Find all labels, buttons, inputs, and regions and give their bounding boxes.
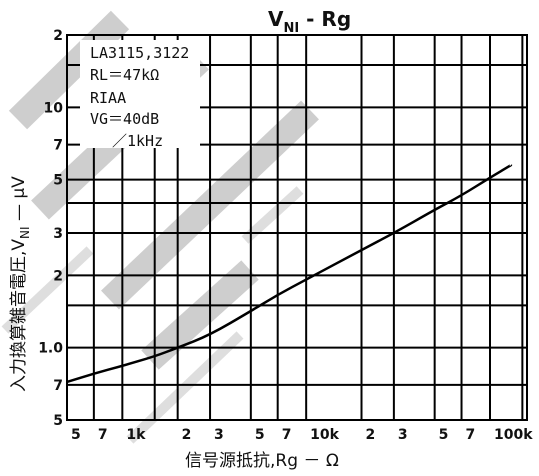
chart-title: VNI - Rg [268, 7, 351, 36]
y-tick-label: 3 [53, 226, 63, 242]
x-tick-label: 2 [366, 427, 376, 443]
x-tick-label: 7 [98, 427, 108, 443]
y-tick-label: 7 [53, 138, 63, 154]
x-tick-label: 1k [126, 427, 146, 443]
plot-frame [66, 34, 528, 421]
condition-line-5: ／1kHz [112, 132, 163, 150]
condition-line-4: VG＝40dB [90, 110, 159, 128]
curve-layer [66, 163, 513, 384]
y-tick-label: 2 [53, 268, 63, 284]
grid [66, 34, 528, 421]
x-tick-label: 5 [71, 427, 81, 443]
condition-line-1: LA3115,3122 [90, 44, 189, 62]
y-axis-label-sub: NI [18, 226, 32, 239]
series-line [66, 163, 513, 384]
conditions-box [80, 40, 200, 148]
x-tick-label: 3 [398, 427, 408, 443]
x-tick-label: 5 [255, 427, 265, 443]
chart-title-rest: - Rg [299, 7, 351, 31]
title-bg [250, 4, 390, 32]
x-tick-label: 2 [182, 427, 192, 443]
x-tick-label: 7 [466, 427, 476, 443]
y-axis-label: 入力換算雑音電圧,VNI — μV [9, 176, 32, 392]
x-tick-label: 5 [439, 427, 449, 443]
y-tick-label: 7 [53, 378, 63, 394]
y-axis-label-unit: — μV [9, 176, 29, 227]
y-tick-label: 5 [53, 413, 63, 429]
x-axis-label: 信号源抵抗,Rg － Ω [185, 451, 339, 471]
y-tick-label: 1.0 [38, 341, 63, 357]
chart-title-main: V [268, 7, 284, 31]
x-tick-label: 100k [494, 427, 533, 443]
x-tick-label: 3 [214, 427, 224, 443]
condition-line-2: RL＝47kΩ [90, 66, 159, 84]
y-tick-label: 5 [53, 173, 63, 189]
x-tick-label: 10k [310, 427, 339, 443]
conditions: LA3115,3122 RL＝47kΩ RIAA VG＝40dB ／1kHz [90, 44, 189, 150]
y-tick-label: 2 [53, 28, 63, 44]
tick-labels: 5 7 1k 2 3 5 7 10k 2 3 5 7 100k 5 7 1.0 2 3 5 7 10 2 [38, 28, 533, 443]
x-tick-label: 7 [282, 427, 292, 443]
condition-line-3: RIAA [90, 89, 126, 107]
chart-title-sub: NI [283, 21, 299, 36]
y-tick-label: 10 [44, 100, 64, 116]
y-axis-label-main: 入力換算雑音電圧,V [9, 239, 29, 392]
